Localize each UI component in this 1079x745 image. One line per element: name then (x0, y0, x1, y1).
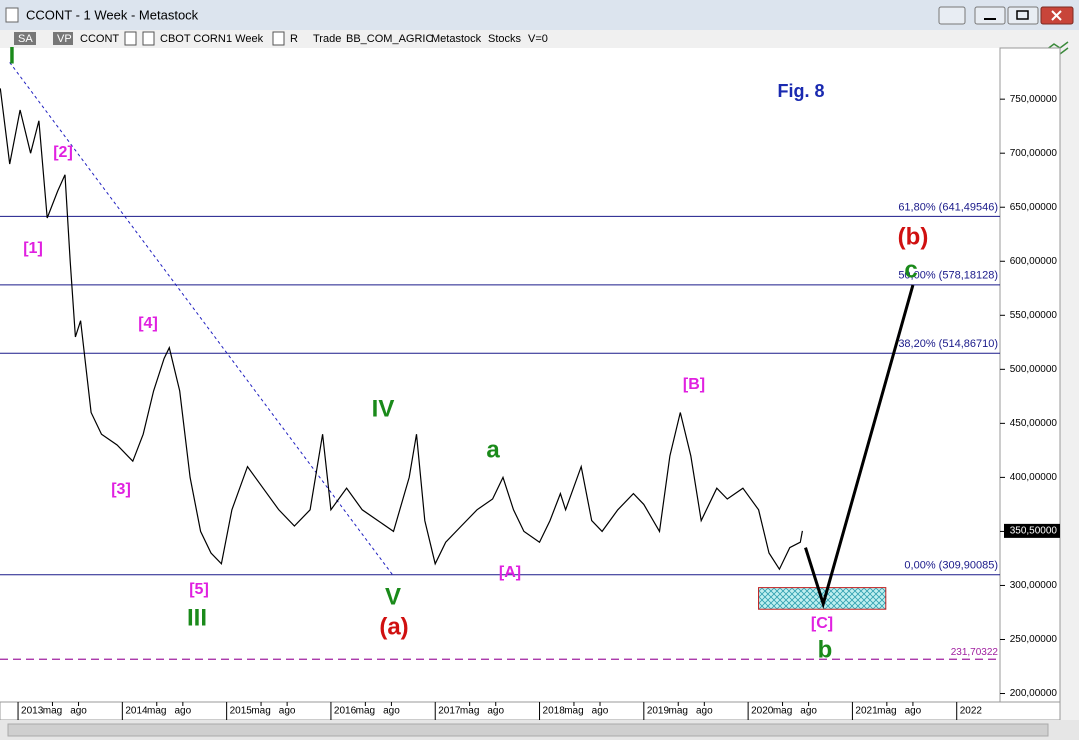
wave-label: III (187, 604, 207, 631)
x-tick-label: ago (487, 706, 504, 717)
fib-label: 0,00% (309,90085) (904, 560, 998, 572)
wave-label: [2] (53, 144, 73, 161)
x-tick-label: 2016 (334, 706, 357, 717)
dropdown (272, 31, 285, 46)
toolbar-button[interactable] (53, 32, 73, 45)
dropdown (124, 31, 137, 46)
x-tick-label: ago (592, 706, 609, 717)
wave-label: [B] (683, 376, 705, 393)
y-tick-label: 550,00000 (1010, 310, 1058, 321)
toolbar-text: CCONT (80, 33, 119, 45)
toolbar-text: V=0 (528, 33, 548, 45)
toolbar-text: R (290, 33, 298, 45)
figure-label: Fig. 8 (777, 81, 824, 101)
fib-label: 50,00% (578,18128) (898, 270, 998, 282)
toolbar-text: Stocks (488, 33, 522, 45)
y-tick-label: 400,00000 (1010, 472, 1058, 483)
x-tick-label: 2015 (230, 706, 253, 717)
wave-label: [5] (189, 581, 209, 598)
y-tick-label: 750,00000 (1010, 94, 1058, 105)
x-tick-label: 2022 (960, 706, 983, 717)
y-tick-label: 200,00000 (1010, 688, 1058, 699)
toolbar-button[interactable] (14, 32, 36, 45)
fib-label: 38,20% (514,86710) (898, 338, 998, 350)
x-tick-label: mag (43, 706, 62, 717)
toolbar-text: 1 Week (226, 33, 264, 45)
toolbar-text: CBOT CORN (160, 33, 226, 45)
scroll-thumb[interactable] (7, 723, 1049, 737)
x-tick-label: 2020 (751, 706, 774, 717)
x-tick-label: mag (147, 706, 166, 717)
x-tick-label: ago (383, 706, 400, 717)
right-panel (1060, 30, 1079, 740)
x-tick-label: 2018 (543, 706, 566, 717)
y-tick-label: 600,00000 (1010, 256, 1058, 267)
y-tick-label: 700,00000 (1010, 148, 1058, 159)
x-tick-label: ago (800, 706, 817, 717)
close-icon (1051, 10, 1062, 21)
x-tick-label: 2021 (855, 706, 878, 717)
window-title: CCONT - 1 Week - Metastock (26, 7, 199, 22)
x-tick-label: ago (174, 706, 191, 717)
wave-label: (a) (379, 613, 408, 640)
x-tick-label: 2013 (21, 706, 44, 717)
toolbar (0, 30, 1079, 48)
projection-line (804, 284, 915, 610)
maximize-button[interactable] (1007, 6, 1039, 25)
dropdown (142, 31, 155, 46)
y-tick-label: 300,00000 (1010, 580, 1058, 591)
fib-label: 61,80% (641,49546) (898, 201, 998, 213)
x-tick-label: mag (877, 706, 896, 717)
x-tick-label: ago (696, 706, 713, 717)
restore-all-button[interactable] (938, 6, 966, 25)
x-tick-label: ago (279, 706, 296, 717)
toolbar-text: VP (57, 33, 72, 45)
x-tick-label: mag (773, 706, 792, 717)
wave-label: b (818, 636, 833, 663)
toolbar-text: SA (18, 33, 33, 45)
last-price-label: 350,50000 (1010, 526, 1058, 537)
window-icon (5, 7, 19, 23)
toolbar-text: Metastock (431, 33, 482, 45)
y-tick-label: 500,00000 (1010, 364, 1058, 375)
wave-label: [1] (23, 240, 43, 257)
x-tick-label: 2017 (438, 706, 461, 717)
x-tick-label: mag (669, 706, 688, 717)
x-tick-label: mag (460, 706, 479, 717)
y-tick-label: 650,00000 (1010, 202, 1058, 213)
wave-label: (b) (898, 223, 929, 250)
trendline (9, 62, 393, 575)
wave-label: [4] (138, 315, 158, 332)
toolbar-text: BB_COM_AGRIC (346, 33, 433, 45)
wave-label: a (486, 436, 500, 463)
wave-label: [A] (499, 564, 521, 581)
wave-label: I (9, 42, 16, 69)
support-label: 231,70322 (951, 647, 999, 658)
minimize-button[interactable] (974, 6, 1006, 25)
wave-label: [3] (111, 481, 131, 498)
y-tick-label: 250,00000 (1010, 634, 1058, 645)
x-tick-label: ago (905, 706, 922, 717)
wave-label: V (385, 583, 401, 610)
toolbar-text: Trade (313, 33, 341, 45)
last-price-box (1004, 523, 1060, 538)
x-tick-label: 2014 (125, 706, 148, 717)
y-axis-panel (999, 47, 1061, 703)
wave-label: c (904, 256, 917, 283)
x-tick-label: mag (564, 706, 583, 717)
maximize-icon (1016, 10, 1029, 20)
wave-label: [C] (811, 615, 833, 632)
x-tick-label: 2019 (647, 706, 670, 717)
x-tick-label: ago (70, 706, 87, 717)
x-tick-label: mag (356, 706, 375, 717)
title-bar (0, 0, 1079, 30)
y-tick-label: 450,00000 (1010, 418, 1058, 429)
x-tick-label: mag (251, 706, 270, 717)
price-line (0, 88, 803, 571)
wave-label: IV (372, 395, 395, 422)
